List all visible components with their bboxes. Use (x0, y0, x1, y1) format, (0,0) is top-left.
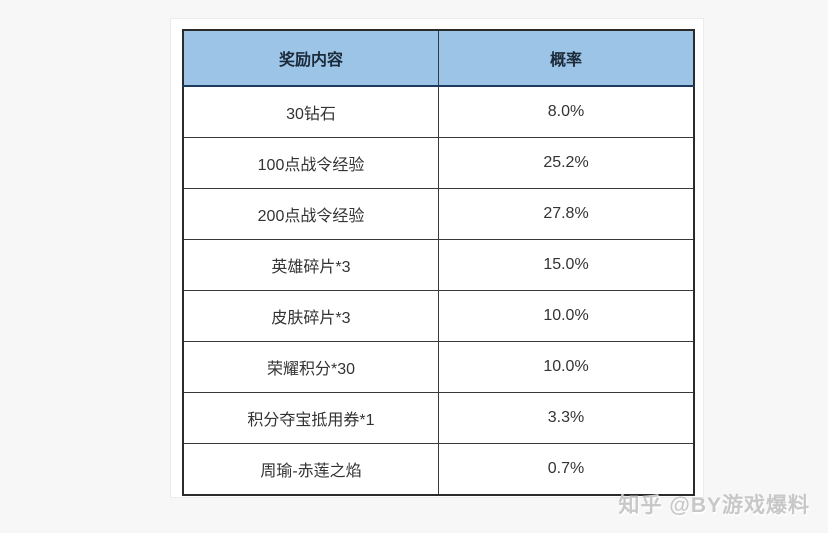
reward-cell: 200点战令经验 (182, 188, 439, 240)
table-row: 30钻石 8.0% (182, 85, 695, 138)
reward-cell: 100点战令经验 (182, 137, 439, 189)
reward-cell: 英雄碎片*3 (182, 239, 439, 291)
header-cell-probability: 概率 (438, 29, 695, 87)
probability-cell: 15.0% (438, 239, 695, 291)
header-cell-reward: 奖励内容 (182, 29, 439, 87)
probability-cell: 25.2% (438, 137, 695, 189)
probability-cell: 8.0% (438, 85, 695, 138)
probability-cell: 10.0% (438, 290, 695, 342)
probability-cell: 27.8% (438, 188, 695, 240)
reward-cell: 荣耀积分*30 (182, 341, 439, 393)
reward-cell: 积分夺宝抵用券*1 (182, 392, 439, 444)
reward-cell: 周瑜-赤莲之焰 (182, 443, 439, 496)
table-row: 皮肤碎片*3 10.0% (182, 290, 695, 342)
header-row: 奖励内容 概率 (182, 29, 695, 87)
table-row: 英雄碎片*3 15.0% (182, 239, 695, 291)
probability-cell: 3.3% (438, 392, 695, 444)
table-row: 积分夺宝抵用券*1 3.3% (182, 392, 695, 444)
reward-cell: 皮肤碎片*3 (182, 290, 439, 342)
table-row: 100点战令经验 25.2% (182, 137, 695, 189)
reward-probability-table: 奖励内容 概率 30钻石 8.0% 100点战令经验 25.2% 200点战令经… (182, 29, 695, 496)
reward-cell: 30钻石 (182, 85, 439, 138)
table-row: 周瑜-赤莲之焰 0.7% (182, 443, 695, 496)
probability-cell: 10.0% (438, 341, 695, 393)
zhihu-watermark: 知乎 @BY游戏爆料 (618, 494, 810, 517)
probability-cell: 0.7% (438, 443, 695, 496)
table-row: 200点战令经验 27.8% (182, 188, 695, 240)
table-row: 荣耀积分*30 10.0% (182, 341, 695, 393)
